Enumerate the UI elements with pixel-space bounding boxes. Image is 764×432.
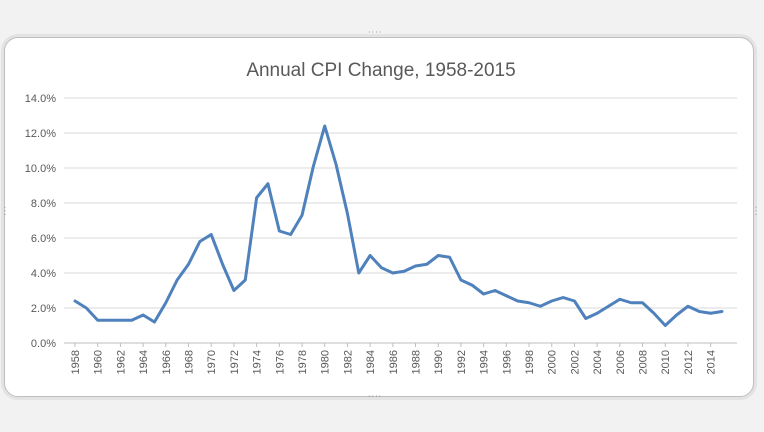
y-tick-label: 6.0%	[31, 233, 56, 245]
x-tick-label: 1976	[274, 350, 286, 374]
x-tick-label: 1978	[297, 350, 309, 374]
x-tick-label: 1972	[229, 350, 241, 374]
gridlines	[64, 97, 737, 344]
series-line-cpi	[73, 124, 724, 327]
x-tick-label: 1998	[524, 350, 536, 374]
x-tick-label: 1964	[138, 350, 150, 374]
x-tick-label: 2008	[638, 350, 650, 374]
y-tick-label: 10.0%	[25, 163, 56, 175]
x-tick-label: 1994	[479, 350, 491, 374]
x-tick-label: 2012	[683, 350, 695, 374]
x-tick-label: 1986	[388, 350, 400, 374]
series-layer	[73, 124, 724, 327]
y-tick-label: 14.0%	[25, 93, 56, 105]
chart-frame	[4, 37, 754, 397]
x-tick-label: 1962	[115, 350, 127, 374]
x-tick-label: 1958	[70, 350, 82, 374]
resize-handle-right[interactable]: ···	[751, 206, 760, 217]
x-tick-label: 1988	[411, 350, 423, 374]
x-tick-label: 2010	[660, 350, 672, 374]
x-axis-ticks: 1958 1960 1962 1964 1966 1968 1970 1972 1974 1976…	[70, 343, 718, 374]
x-tick-label: 2000	[547, 350, 559, 374]
x-tick-label: 1996	[501, 350, 513, 374]
x-tick-label: 1968	[184, 350, 196, 374]
y-tick-label: 2.0%	[31, 303, 56, 315]
resize-handle-left[interactable]: ···	[0, 206, 9, 217]
resize-handle-top[interactable]: ····	[368, 28, 383, 37]
x-tick-label: 2006	[615, 350, 627, 374]
x-tick-label: 1960	[93, 350, 105, 374]
x-tick-label: 1980	[320, 350, 332, 374]
y-tick-label: 8.0%	[31, 198, 56, 210]
y-tick-label: 0.0%	[31, 338, 56, 350]
x-tick-label: 1984	[365, 350, 377, 374]
x-tick-label: 2004	[592, 350, 604, 374]
x-tick-label: 1992	[456, 350, 468, 374]
resize-handle-bottom[interactable]: ····	[368, 392, 383, 401]
x-tick-label: 1982	[342, 350, 354, 374]
x-tick-label: 1974	[252, 350, 264, 374]
x-tick-label: 1970	[206, 350, 218, 374]
x-tick-label: 2002	[569, 350, 581, 374]
chart-title: Annual CPI Change, 1958-2015	[246, 60, 515, 81]
x-tick-label: 1966	[161, 350, 173, 374]
y-tick-label: 12.0%	[25, 128, 56, 140]
x-tick-label: 1990	[433, 350, 445, 374]
x-tick-label: 2014	[706, 350, 718, 374]
y-axis-ticks: 0.0% 2.0% 4.0% 6.0% 8.0% 10.0% 12.0% 14.0%	[25, 93, 56, 350]
y-tick-label: 4.0%	[31, 268, 56, 280]
